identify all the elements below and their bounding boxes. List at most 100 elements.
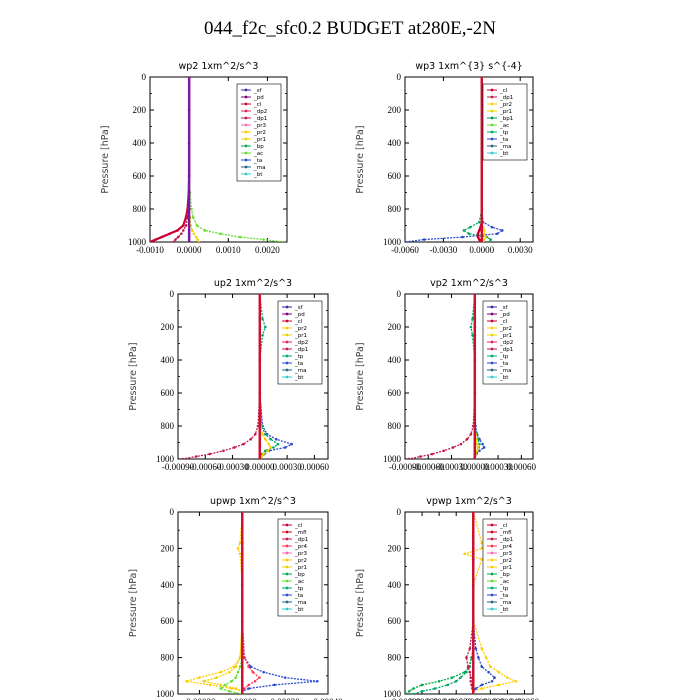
data-point-_pr2	[476, 446, 480, 449]
legend-marker	[285, 565, 289, 569]
data-point-_dp1	[242, 442, 245, 446]
legend-marker	[285, 305, 289, 309]
legend-label: _pr2	[499, 102, 512, 108]
y-tick-label: 200	[161, 322, 175, 332]
legend-marker	[285, 530, 289, 534]
data-point-_pr2	[475, 449, 479, 453]
data-point-_tp	[263, 432, 267, 436]
data-point-_ta	[283, 446, 287, 449]
data-point-_ta	[482, 446, 486, 449]
legend-marker	[490, 565, 494, 569]
data-point-_pr2	[483, 232, 486, 236]
x-tick-label: 0.00060	[300, 462, 330, 472]
data-point-_tp	[488, 240, 491, 242]
legend-marker	[490, 347, 494, 351]
data-point-_pr2	[185, 679, 188, 683]
y-tick-label: 600	[388, 388, 402, 398]
legend-label: _bt	[294, 375, 304, 381]
y-tick-label: 200	[388, 105, 402, 115]
y-axis-label: Pressure [hPa]	[355, 342, 366, 410]
legend-label: _pr3	[294, 551, 308, 557]
data-point-_pr2	[506, 676, 509, 679]
data-point-_dp1	[222, 449, 225, 453]
series-group	[405, 77, 504, 242]
data-point-_ta	[474, 687, 478, 690]
x-tick-label: 0.00040	[493, 697, 523, 700]
legend: _sf_pd_cl_pr2_pr1_dp2_dp1_tp_ta_ma_bt	[482, 300, 528, 385]
data-point-_pr2	[497, 670, 501, 674]
legend-marker	[490, 326, 494, 330]
data-point-_pr4	[253, 679, 257, 683]
data-point-_pr1	[234, 687, 238, 690]
legend-label: _cl	[294, 523, 303, 529]
panel-6: vpwp 1xm^2/s^3 Pressure [hPa] 0 200 400 600 80…	[355, 496, 540, 700]
series-group	[181, 294, 294, 459]
data-point-_tp	[276, 442, 280, 446]
legend-marker	[490, 572, 494, 576]
data-point-_cl	[477, 238, 481, 241]
x-tick-label: 0.00000	[245, 462, 275, 472]
data-point-_dp1	[249, 437, 253, 441]
data-point-_dp1	[181, 229, 185, 232]
data-point-_ac	[262, 238, 265, 241]
series-line-_cl	[150, 77, 191, 242]
data-point-_cl	[160, 235, 164, 239]
data-point-_pr1	[228, 670, 231, 674]
legend-label: _ta	[499, 361, 508, 367]
legend-label: _cl	[253, 102, 262, 108]
x-tick-label: -0.00060	[412, 462, 445, 472]
data-point-_pr4	[243, 687, 246, 690]
legend-marker	[244, 172, 248, 176]
series-group	[405, 512, 519, 694]
data-point-_pr1	[197, 240, 201, 242]
data-point-_ta	[493, 676, 496, 679]
data-point-_pr2	[484, 656, 488, 659]
data-point-_dp1	[451, 446, 455, 449]
data-point-_tp	[467, 232, 471, 236]
panel-3: up2 1xm^2/s^3 Pressure [hPa] 0 200 400 600 800…	[128, 278, 329, 472]
legend-marker	[285, 361, 289, 365]
data-point-_ta	[315, 679, 319, 683]
data-point-_pr2	[484, 235, 487, 239]
data-point-_ta	[487, 670, 490, 674]
y-tick-label: 0	[397, 289, 402, 299]
y-tick-label: 200	[161, 543, 175, 553]
data-point-_cl	[168, 232, 171, 236]
x-tick-label: -0.00060	[406, 697, 439, 700]
data-point-_ta	[490, 225, 494, 229]
legend-marker	[490, 586, 494, 590]
data-point-_ta	[461, 235, 464, 239]
legend-marker	[490, 130, 494, 134]
legend-box	[482, 518, 528, 617]
x-tick-label: 0.0030	[508, 245, 533, 255]
x-tick-label: -0.0030	[430, 245, 458, 255]
data-point-_dp1	[469, 679, 473, 683]
data-point-_dp1	[253, 432, 257, 436]
legend-marker	[244, 102, 248, 106]
y-tick-label: 800	[161, 653, 175, 663]
legend-label: _pr1	[294, 565, 307, 571]
data-point-_dp1	[176, 235, 180, 239]
data-point-_cl	[154, 238, 158, 241]
legend-marker	[285, 600, 289, 604]
panel-4: vp2 1xm^2/s^3 Pressure [hPa] 0 200 400 600 800…	[355, 278, 536, 472]
y-tick-label: 0	[170, 507, 175, 517]
data-point-_pr2	[480, 547, 484, 550]
legend-label: _pr4	[294, 544, 308, 550]
data-point-_pr4	[251, 670, 255, 674]
y-tick-label: 600	[388, 171, 402, 181]
data-point-_dp1	[469, 432, 473, 436]
legend-marker	[490, 593, 494, 597]
legend-marker	[490, 551, 494, 555]
y-tick-label: 400	[388, 355, 402, 365]
data-point-_pr2	[489, 665, 492, 668]
legend-marker	[490, 305, 494, 309]
data-point-_dp1	[407, 457, 411, 459]
y-tick-label: 600	[133, 171, 147, 181]
x-tick-label: -0.00090	[162, 462, 195, 472]
legend-label: _pr1	[294, 333, 307, 339]
data-point-_tp	[261, 333, 264, 337]
data-point-_dp1	[194, 455, 198, 458]
data-point-_dp1	[233, 446, 236, 449]
y-tick-label: 1000	[156, 689, 175, 699]
